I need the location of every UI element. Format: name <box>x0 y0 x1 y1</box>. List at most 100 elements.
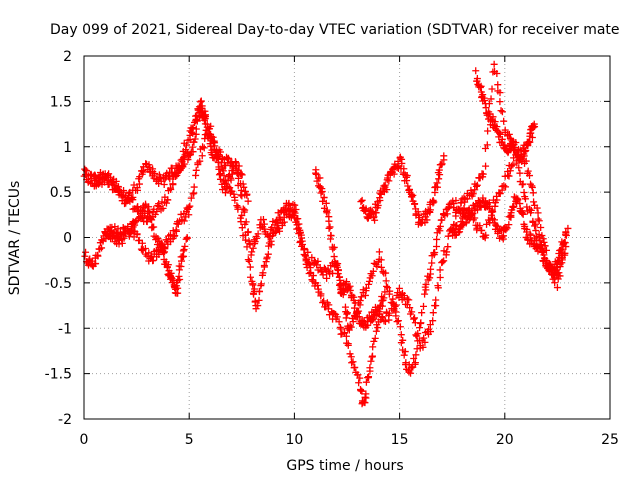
data-point <box>326 223 334 231</box>
data-point <box>392 301 400 309</box>
data-point <box>364 374 372 382</box>
data-point <box>423 216 431 224</box>
data-point <box>518 207 526 215</box>
data-point <box>322 199 330 207</box>
data-point <box>163 196 171 204</box>
data-point <box>367 357 375 365</box>
data-point <box>519 210 527 218</box>
data-point <box>253 234 261 242</box>
data-point <box>82 248 90 256</box>
data-point <box>494 230 502 238</box>
data-point <box>399 336 407 344</box>
data-point <box>240 183 248 191</box>
data-point <box>419 343 427 351</box>
data-point <box>211 139 219 147</box>
data-point <box>514 195 522 203</box>
x-tick-label: 25 <box>601 432 619 448</box>
data-point <box>452 196 460 204</box>
data-point <box>319 271 327 279</box>
data-point <box>282 206 290 214</box>
data-point <box>507 162 515 170</box>
x-tick-label: 10 <box>285 432 303 448</box>
data-point <box>416 337 424 345</box>
data-point <box>98 244 106 252</box>
data-point <box>412 351 420 359</box>
data-point <box>444 243 452 251</box>
data-point <box>158 242 166 250</box>
data-point <box>313 261 321 269</box>
data-point <box>438 258 446 266</box>
data-point <box>251 238 259 246</box>
data-point <box>476 84 484 92</box>
data-point <box>397 291 405 299</box>
x-tick-label: 5 <box>185 432 194 448</box>
data-point <box>427 328 435 336</box>
data-point <box>515 164 523 172</box>
data-point <box>535 217 543 225</box>
data-point <box>500 182 508 190</box>
data-point <box>421 290 429 298</box>
data-point <box>285 199 293 207</box>
data-point <box>380 294 388 302</box>
data-point <box>435 175 443 183</box>
data-point <box>380 182 388 190</box>
data-point <box>362 390 370 398</box>
data-point <box>292 205 300 213</box>
data-point <box>512 138 520 146</box>
data-point <box>150 223 158 231</box>
data-point <box>172 169 180 177</box>
data-point <box>506 167 514 175</box>
data-point <box>103 225 111 233</box>
data-point <box>414 330 422 338</box>
data-point <box>347 323 355 331</box>
data-point <box>349 318 357 326</box>
data-point <box>300 245 308 253</box>
data-point <box>169 173 177 181</box>
data-point <box>370 337 378 345</box>
data-point <box>502 183 510 191</box>
data-point <box>361 393 369 401</box>
data-point <box>272 228 280 236</box>
data-point <box>509 203 517 211</box>
data-point <box>214 152 222 160</box>
data-point <box>314 257 322 265</box>
data-point <box>346 286 354 294</box>
data-point <box>443 248 451 256</box>
data-point <box>494 81 502 89</box>
data-point <box>174 220 182 228</box>
data-point <box>233 202 241 210</box>
data-point <box>347 353 355 361</box>
data-point <box>235 162 243 170</box>
data-point <box>484 127 492 135</box>
data-point <box>558 238 566 246</box>
data-point <box>138 239 146 247</box>
data-point <box>349 358 357 366</box>
data-point <box>534 215 542 223</box>
data-point <box>429 309 437 317</box>
data-point <box>318 188 326 196</box>
data-point <box>263 253 271 261</box>
data-point <box>197 98 205 106</box>
data-point <box>234 203 242 211</box>
data-point <box>478 226 486 234</box>
data-point <box>189 190 197 198</box>
data-point <box>421 338 429 346</box>
data-point <box>396 154 404 162</box>
data-point <box>259 269 267 277</box>
data-point <box>528 133 536 141</box>
data-point <box>149 256 157 264</box>
data-point <box>312 170 320 178</box>
data-point <box>528 183 536 191</box>
data-point <box>385 309 393 317</box>
data-point <box>383 282 391 290</box>
data-point <box>481 144 489 152</box>
data-point <box>509 161 517 169</box>
data-point <box>433 243 441 251</box>
data-point <box>381 288 389 296</box>
data-point <box>330 309 338 317</box>
data-point <box>533 204 541 212</box>
data-point <box>497 107 505 115</box>
data-point <box>174 284 182 292</box>
data-point <box>465 205 473 213</box>
data-point <box>554 257 562 265</box>
